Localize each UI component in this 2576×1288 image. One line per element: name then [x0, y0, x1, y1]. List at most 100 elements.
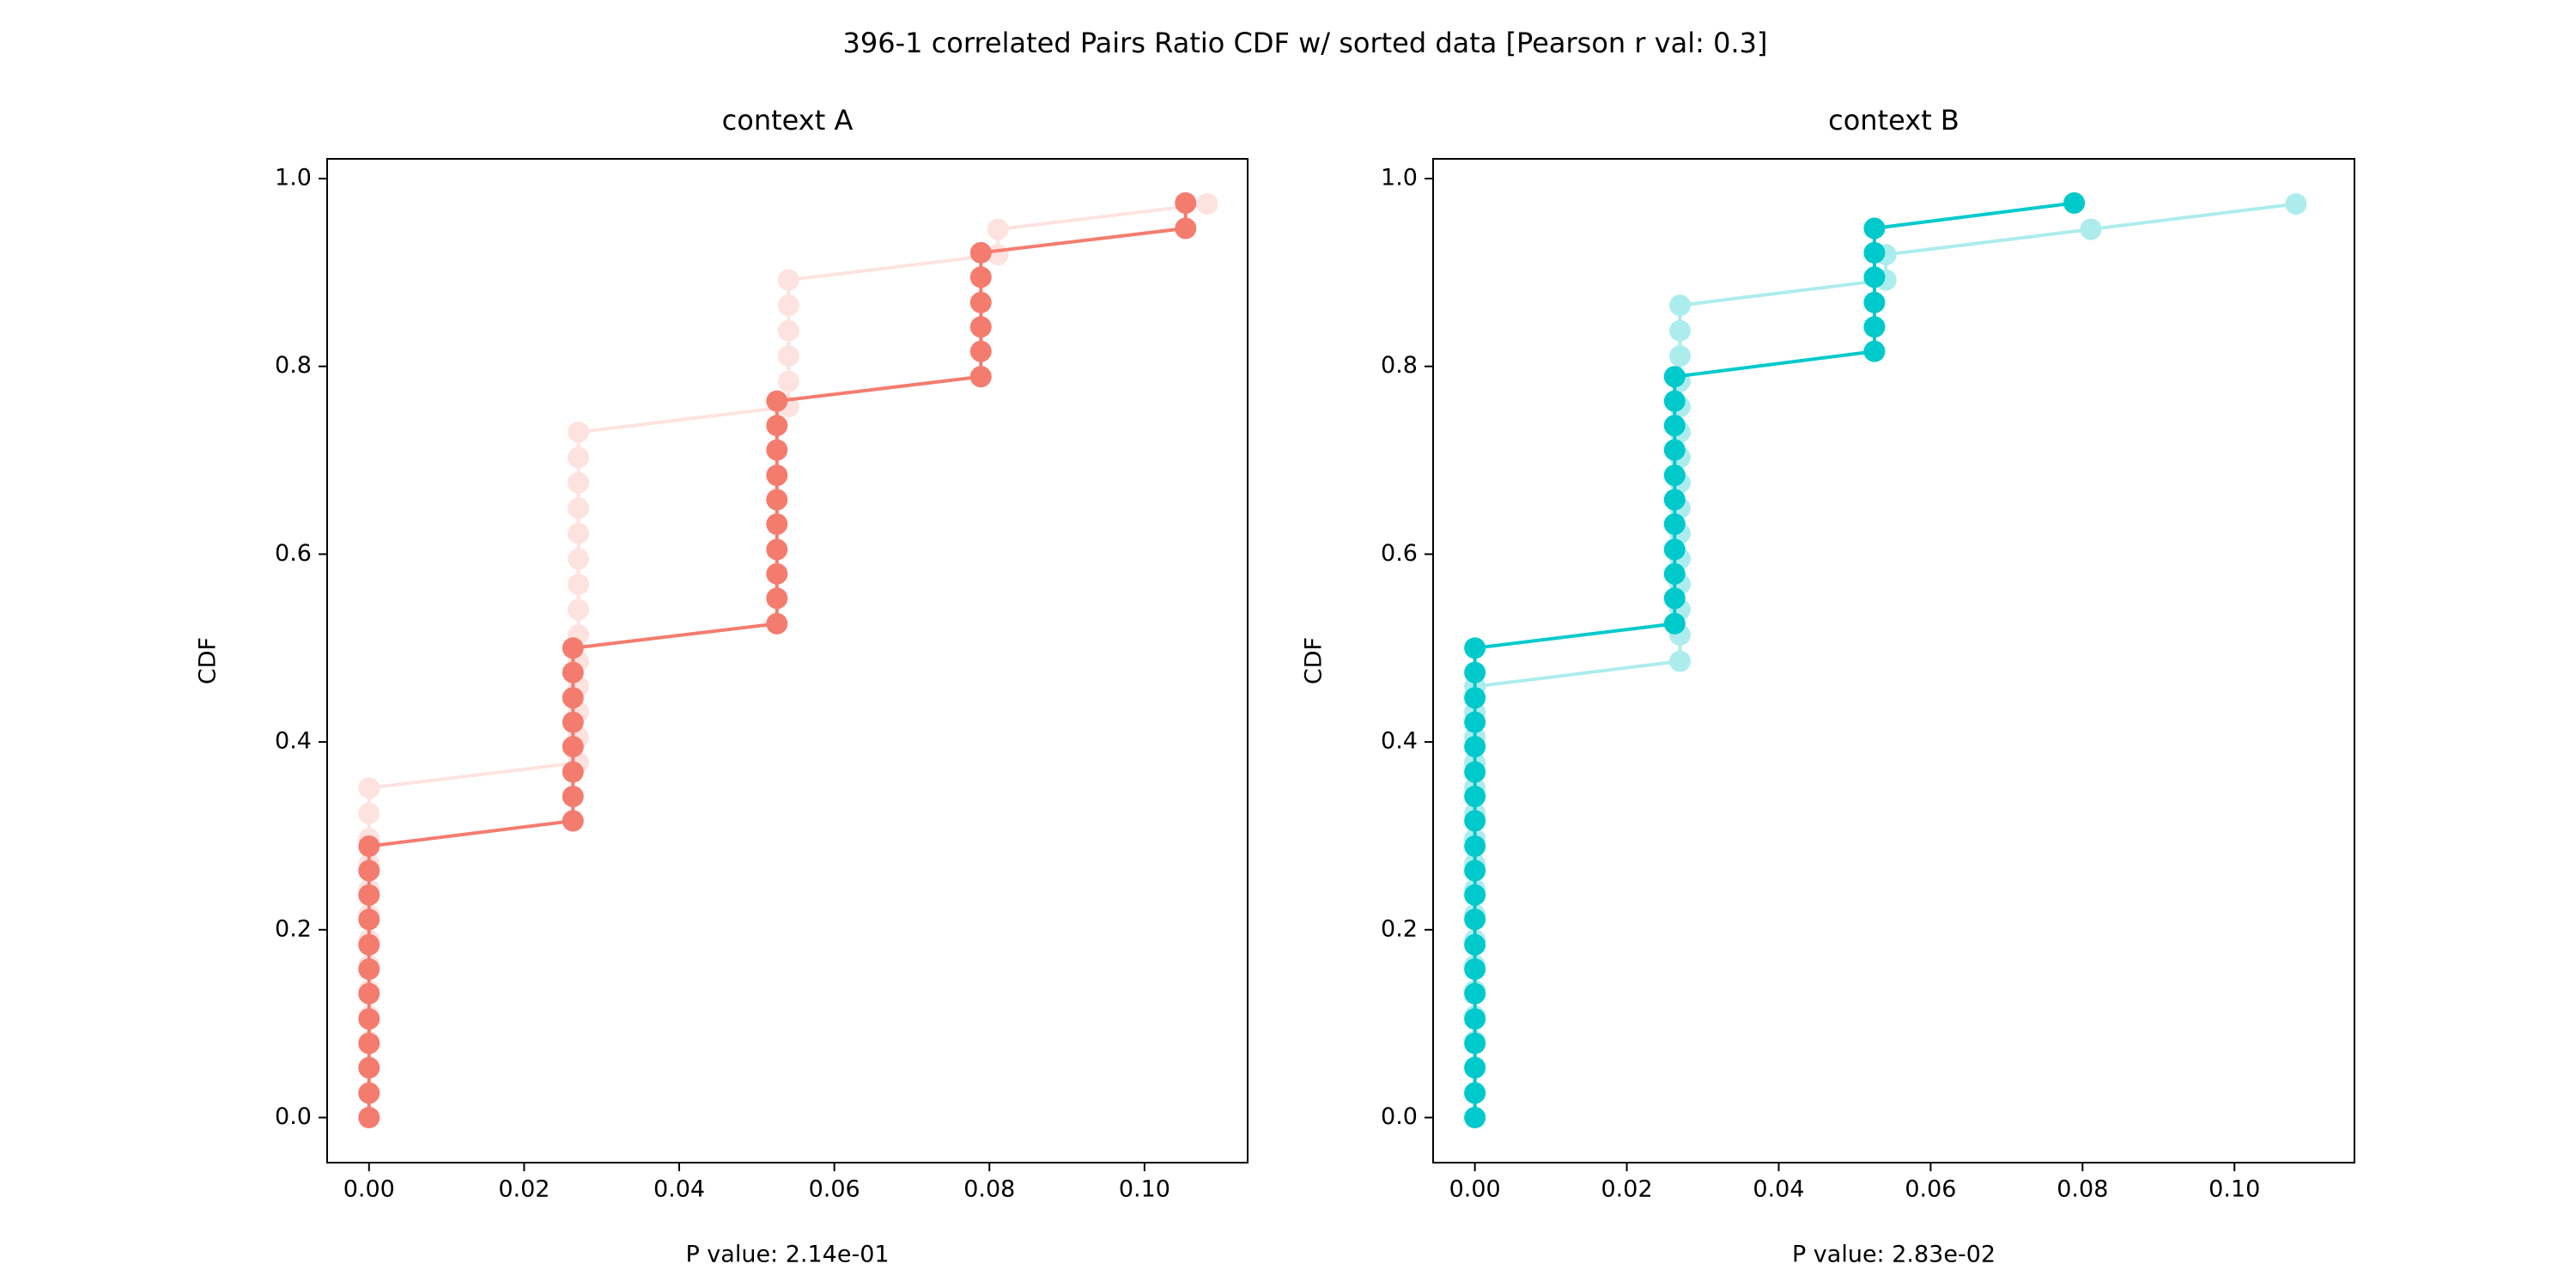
y-tick-label: 0.2: [1381, 915, 1418, 942]
data-point: [1464, 958, 1486, 981]
data-point: [969, 291, 992, 313]
data-point: [777, 370, 799, 392]
data-point: [1464, 1057, 1486, 1079]
figure-title: 396-1 correlated Pairs Ratio CDF w/ sort…: [843, 27, 1768, 59]
data-point: [766, 439, 788, 461]
data-point: [562, 736, 584, 758]
data-point: [1863, 217, 1886, 240]
data-point: [1863, 340, 1886, 362]
y-tick-label: 0.8: [275, 352, 312, 379]
data-point: [1175, 217, 1197, 240]
subplot-title: context B: [1828, 104, 1959, 137]
data-point: [1464, 661, 1486, 683]
data-point: [2080, 218, 2102, 240]
data-point: [766, 538, 788, 561]
data-point: [1464, 810, 1486, 832]
data-point: [358, 1057, 380, 1079]
y-axis-label: CDF: [1301, 637, 1327, 684]
data-point: [766, 415, 788, 437]
data-point: [1464, 761, 1486, 783]
data-point: [358, 802, 380, 824]
x-axis-label: P value: 2.83e-02: [1792, 1242, 1996, 1268]
data-point: [1663, 587, 1686, 610]
x-tick-label: 0.10: [1119, 1176, 1170, 1203]
data-point: [1668, 319, 1691, 342]
data-point: [1464, 908, 1486, 931]
data-point: [1464, 687, 1486, 709]
data-point: [1464, 1082, 1486, 1104]
data-point: [358, 908, 380, 931]
x-tick-label: 0.06: [809, 1176, 860, 1203]
data-point: [777, 345, 799, 368]
data-point: [2063, 191, 2086, 214]
axes-frame: [1432, 158, 2355, 1163]
x-tick-label: 0.08: [2057, 1176, 2108, 1203]
data-point: [562, 711, 584, 733]
axes-frame: [326, 158, 1249, 1163]
data-point: [766, 465, 788, 487]
x-tick-label: 0.02: [498, 1176, 550, 1203]
x-tick-label: 0.00: [1449, 1176, 1501, 1203]
y-tick-label: 0.4: [275, 728, 312, 755]
data-point: [1464, 1008, 1486, 1030]
data-point: [358, 860, 380, 882]
data-point: [1663, 415, 1686, 437]
data-point: [1464, 1107, 1486, 1129]
data-point: [1668, 295, 1691, 317]
x-tick-label: 0.08: [963, 1176, 1015, 1203]
data-point: [562, 661, 584, 683]
subplot-title: context A: [722, 104, 854, 137]
data-point: [777, 269, 799, 291]
data-point: [1464, 786, 1486, 808]
y-axis-label: CDF: [195, 637, 222, 684]
data-point: [969, 241, 992, 264]
data-point: [766, 587, 788, 610]
y-tick-label: 1.0: [275, 164, 312, 191]
data-point: [969, 366, 992, 388]
y-tick-label: 0.2: [275, 915, 312, 942]
data-point: [358, 835, 380, 857]
data-point: [1663, 366, 1686, 388]
y-tick-label: 0.4: [1381, 728, 1418, 755]
data-point: [1663, 439, 1686, 461]
data-point: [1464, 711, 1486, 733]
data-point: [1863, 241, 1886, 264]
data-point: [766, 562, 788, 585]
data-point: [1464, 1032, 1486, 1054]
data-point: [987, 218, 1009, 240]
data-point: [568, 497, 590, 519]
x-tick-label: 0.06: [1905, 1176, 1956, 1203]
y-tick-label: 0.8: [1381, 352, 1418, 379]
data-point: [1863, 291, 1886, 313]
data-point: [1663, 562, 1686, 585]
data-point: [1668, 650, 1691, 672]
data-point: [358, 933, 380, 956]
data-point: [1175, 191, 1197, 214]
data-point: [1464, 835, 1486, 857]
x-axis-label: P value: 2.14e-01: [685, 1242, 889, 1268]
data-point: [358, 884, 380, 906]
y-tick-label: 1.0: [1381, 164, 1418, 191]
data-point: [777, 319, 799, 342]
data-point: [1464, 933, 1486, 956]
data-point: [766, 513, 788, 535]
data-point: [969, 340, 992, 362]
data-point: [562, 810, 584, 832]
data-point: [969, 316, 992, 338]
data-point: [358, 1107, 380, 1129]
data-point: [358, 982, 380, 1005]
data-point: [1464, 860, 1486, 882]
data-point: [562, 786, 584, 808]
y-tick-label: 0.0: [275, 1103, 312, 1130]
data-point: [1863, 266, 1886, 289]
data-point: [568, 447, 590, 469]
data-point: [1464, 982, 1486, 1005]
data-point: [1464, 884, 1486, 906]
data-point: [358, 1032, 380, 1054]
data-point: [358, 777, 380, 799]
data-point: [358, 1082, 380, 1104]
data-point: [1663, 513, 1686, 535]
data-point: [766, 489, 788, 511]
